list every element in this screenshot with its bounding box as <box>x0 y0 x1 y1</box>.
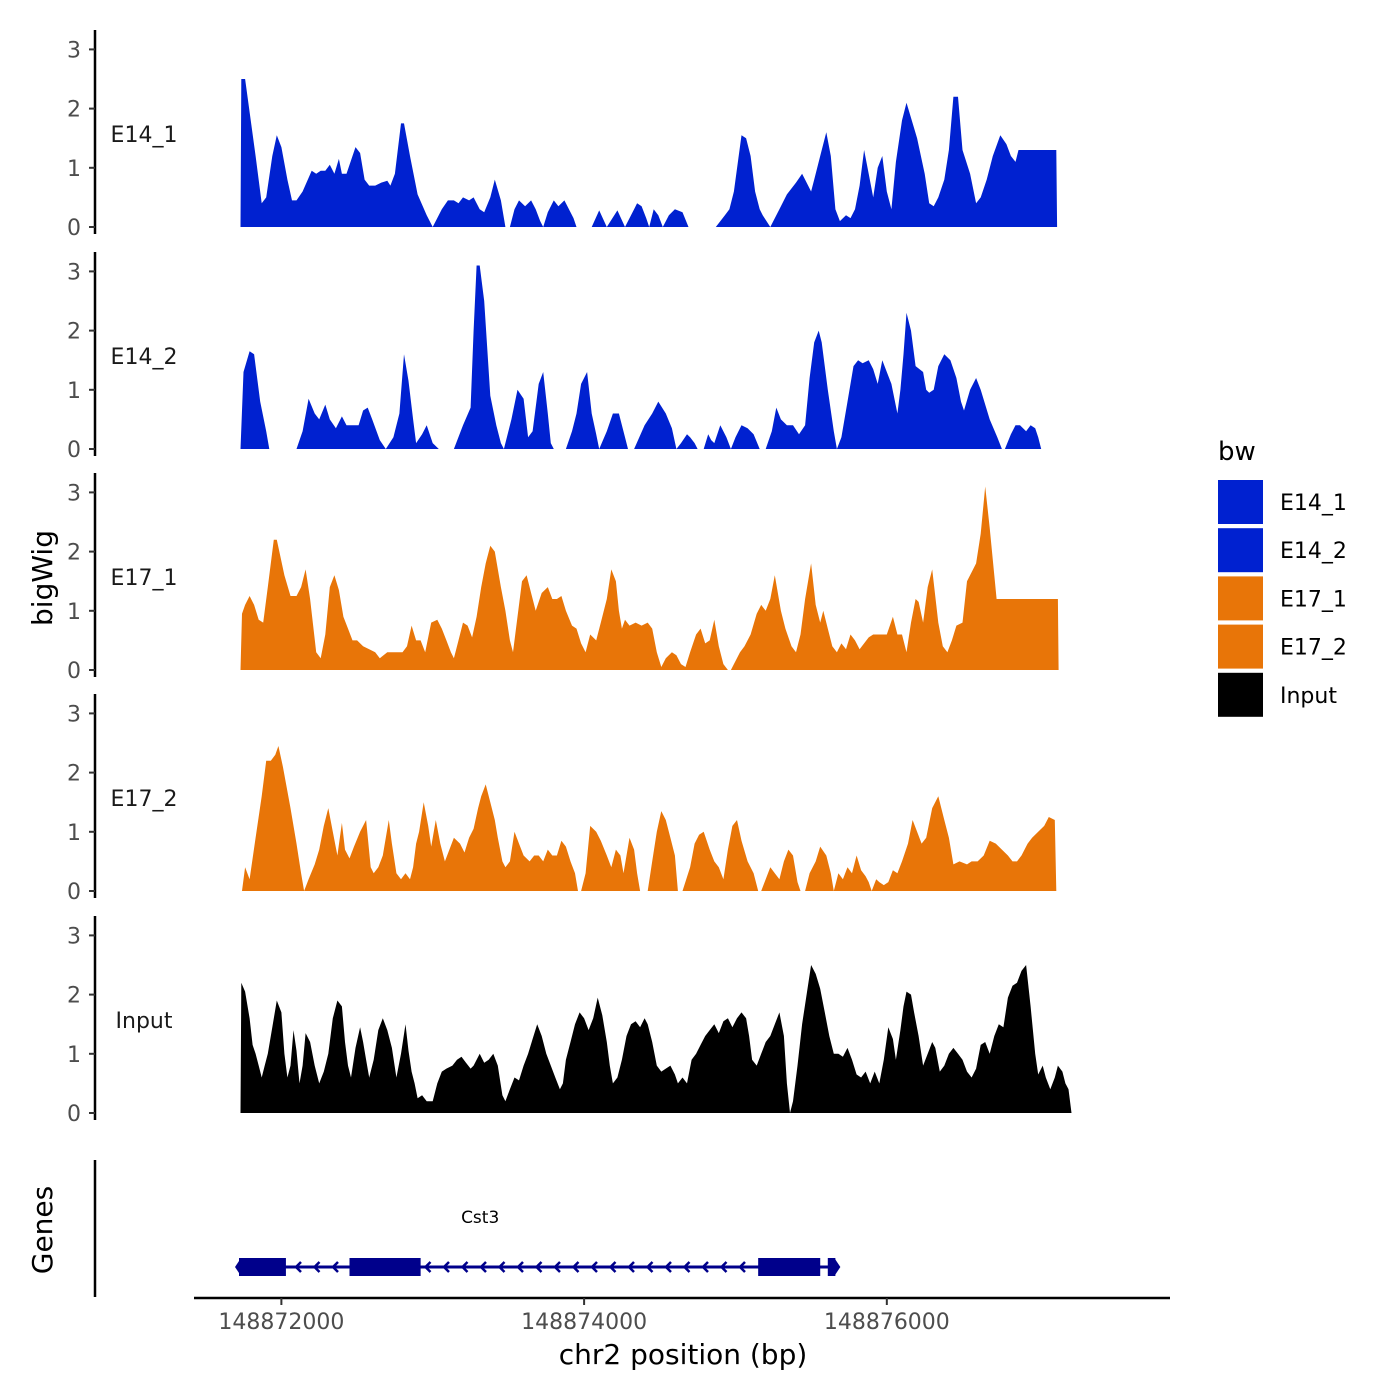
strand-chevron <box>590 1261 598 1273</box>
y-tick-label: 2 <box>67 541 81 566</box>
strand-chevron <box>701 1261 709 1273</box>
y-tick-label: 1 <box>67 1043 81 1068</box>
track-label: E14_1 <box>111 123 178 148</box>
legend-swatch <box>1218 528 1263 573</box>
strand-chevron <box>442 1261 450 1273</box>
strand-chevron <box>534 1261 543 1273</box>
coverage-area <box>240 79 1058 227</box>
track-label: E17_1 <box>111 566 178 591</box>
y-tick-label: 2 <box>67 98 81 123</box>
strand-chevron <box>331 1261 339 1273</box>
legend-entry-label: E14_2 <box>1280 539 1347 564</box>
x-tick-label: 148874000 <box>521 1310 647 1335</box>
y-tick-label: 2 <box>67 984 81 1009</box>
y-tick-label: 1 <box>67 157 81 182</box>
y-axis-title: bigWig <box>26 530 59 626</box>
strand-chevron <box>553 1261 561 1273</box>
y-tick-label: 0 <box>67 659 81 684</box>
gene-exon <box>758 1258 821 1276</box>
y-tick-label: 3 <box>67 38 81 63</box>
track-panel-e17-2: 0 1 2 3 E17_2 <box>67 694 1057 905</box>
track-panel-e17-1: 0 1 2 3 E17_1 <box>67 473 1059 684</box>
strand-chevron <box>460 1261 469 1273</box>
strand-chevron <box>516 1261 524 1273</box>
gene-exon <box>239 1258 286 1276</box>
y-tick-label: 1 <box>67 821 81 846</box>
strand-chevron <box>664 1261 672 1273</box>
tracks-layer: 0 1 2 3 E14_1 0 1 2 3 E14_2 0 1 2 3 E17_1 0 1 2 3 E17_2 0 1 2 3… <box>67 30 1072 1127</box>
strand-chevron <box>738 1261 746 1273</box>
genes-axis-title: Genes <box>26 1186 59 1274</box>
legend-swatch <box>1218 624 1263 669</box>
coverage-area <box>240 265 1057 449</box>
x-tick-label: 148876000 <box>824 1310 950 1335</box>
gene-end-cap <box>235 1258 241 1276</box>
strand-chevron <box>571 1261 580 1273</box>
coverage-area <box>240 486 1059 670</box>
y-tick-label: 0 <box>67 880 81 905</box>
y-tick-label: 2 <box>67 762 81 787</box>
track-label: E14_2 <box>111 345 178 370</box>
strand-chevron <box>423 1261 432 1273</box>
legend-entry-label: Input <box>1280 684 1337 709</box>
gene-name-label: Cst3 <box>461 1208 499 1228</box>
x-axis-title: chr2 position (bp) <box>559 1338 808 1371</box>
gene-exon <box>349 1258 421 1276</box>
legend-entry-label: E17_1 <box>1280 587 1347 612</box>
x-axis: 148872000 148874000 148876000 <box>194 1296 1170 1335</box>
gene-end-cap <box>834 1258 841 1276</box>
coverage-area <box>240 965 1072 1113</box>
strand-chevron <box>312 1261 321 1273</box>
gene-model: Cst3 <box>235 1208 841 1276</box>
y-tick-label: 0 <box>67 438 81 463</box>
strand-chevron <box>645 1261 654 1273</box>
y-tick-label: 1 <box>67 379 81 404</box>
y-tick-label: 3 <box>67 260 81 285</box>
y-tick-label: 3 <box>67 481 81 506</box>
y-tick-label: 1 <box>67 600 81 625</box>
y-tick-label: 0 <box>67 216 81 241</box>
track-panel-e14-2: 0 1 2 3 E14_2 <box>67 252 1057 463</box>
track-panel-input: 0 1 2 3 Input <box>67 916 1072 1127</box>
coverage-area <box>242 746 1057 891</box>
strand-chevron <box>294 1261 302 1273</box>
strand-chevron <box>682 1261 691 1273</box>
track-label: Input <box>116 1009 173 1034</box>
legend-swatch <box>1218 672 1263 717</box>
strand-chevron <box>479 1261 487 1273</box>
strand-chevron <box>719 1261 728 1273</box>
legend: bw E14_1 E14_2 E17_1 E17_2 Input <box>1218 437 1347 717</box>
legend-entry-label: E14_1 <box>1280 491 1347 516</box>
y-tick-label: 0 <box>67 1102 81 1127</box>
track-panel-e14-1: 0 1 2 3 E14_1 <box>67 30 1058 241</box>
track-label: E17_2 <box>111 787 178 812</box>
strand-chevron <box>608 1261 617 1273</box>
y-tick-label: 2 <box>67 320 81 345</box>
legend-title: bw <box>1218 437 1256 467</box>
y-tick-label: 3 <box>67 924 81 949</box>
legend-entry-label: E17_2 <box>1280 636 1347 661</box>
genes-panel: Cst3 <box>93 1160 841 1297</box>
strand-chevron <box>627 1261 635 1273</box>
gene-exon <box>827 1258 836 1276</box>
legend-swatch <box>1218 480 1263 524</box>
y-tick-label: 3 <box>67 702 81 727</box>
x-tick-label: 148872000 <box>218 1310 344 1335</box>
strand-chevron <box>497 1261 506 1273</box>
legend-swatch <box>1218 576 1263 621</box>
